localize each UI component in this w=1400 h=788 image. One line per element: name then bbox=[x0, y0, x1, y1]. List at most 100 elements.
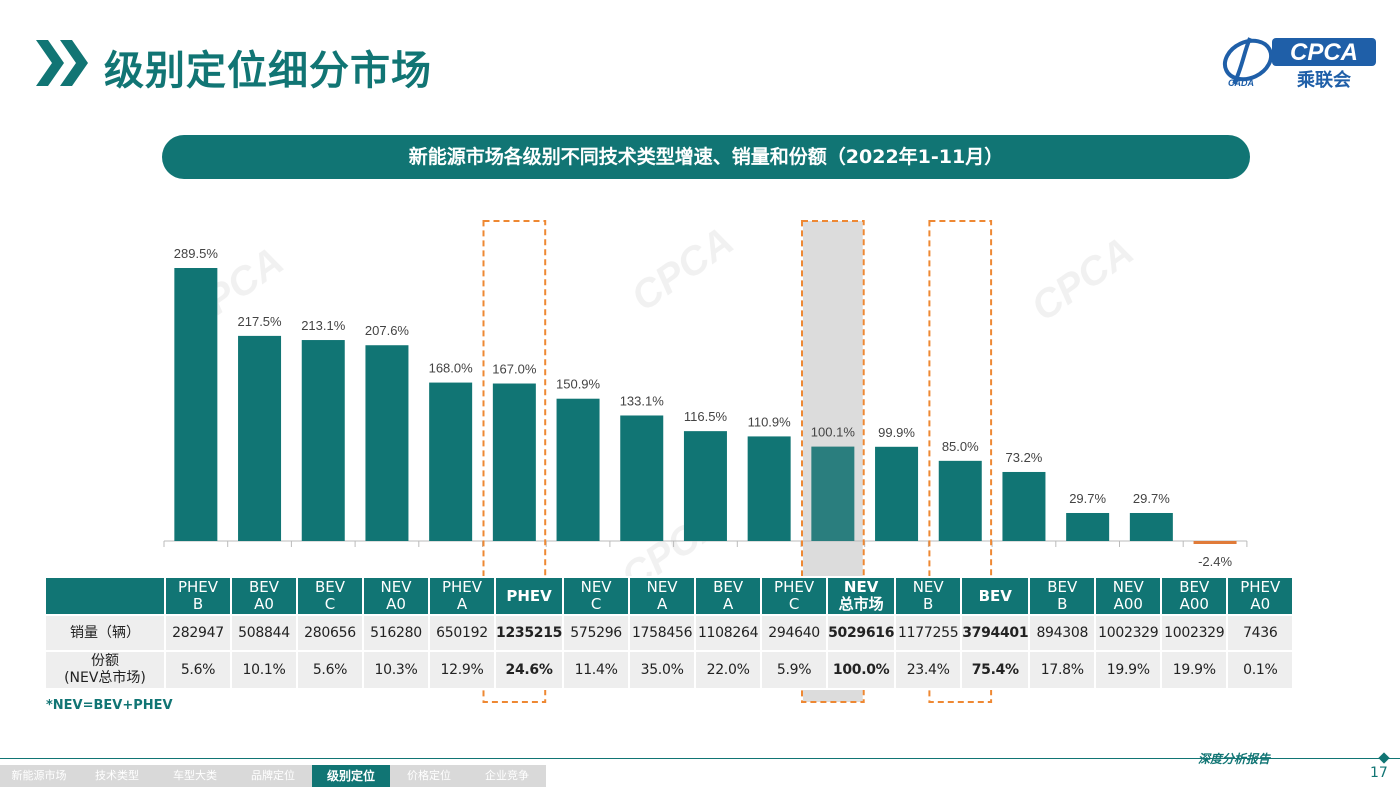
chevron-double-icon bbox=[36, 40, 88, 86]
table-header-cell: PHEV A0 bbox=[1226, 576, 1295, 616]
table-header-cell: BEV B bbox=[1028, 576, 1097, 616]
footer-nav-item[interactable]: 价格定位 bbox=[390, 765, 468, 787]
bar bbox=[365, 345, 409, 541]
bar bbox=[811, 446, 855, 541]
bar bbox=[1002, 471, 1046, 541]
sales-cell: 5029616 bbox=[826, 614, 897, 652]
bar bbox=[238, 335, 282, 541]
bar-value-label: 133.1% bbox=[620, 393, 665, 408]
bar bbox=[301, 340, 345, 541]
bar-value-label: 150.9% bbox=[556, 377, 601, 392]
bar bbox=[875, 446, 919, 541]
header-line2: B bbox=[1057, 595, 1068, 613]
sales-cell: 282947 bbox=[164, 614, 232, 652]
table-header-cell: BEV bbox=[960, 576, 1031, 616]
bar bbox=[492, 383, 536, 541]
sales-cell: 1758456 bbox=[628, 614, 697, 652]
footer-divider bbox=[0, 758, 1400, 759]
highlight-dashed-box bbox=[482, 220, 547, 703]
bar-value-label: 73.2% bbox=[1006, 450, 1043, 465]
data-table: PHEV B BEV A0 BEV C NEV A0 PHEV A PHEV NEV C NEV A BEV A… bbox=[44, 576, 1295, 690]
bar bbox=[1066, 512, 1110, 541]
share-row-label: 份额 (NEV总市场) bbox=[44, 650, 166, 690]
table-header-cell: NEV B bbox=[894, 576, 963, 616]
sales-cell: 894308 bbox=[1028, 614, 1097, 652]
header-line1: PHEV bbox=[506, 586, 552, 605]
sales-cell: 650192 bbox=[428, 614, 496, 652]
bar-value-label: 29.7% bbox=[1069, 491, 1106, 506]
footer-nav-item[interactable]: 品牌定位 bbox=[234, 765, 312, 787]
bar-value-label: 110.9% bbox=[748, 414, 792, 429]
header-line2: A0 bbox=[254, 595, 274, 613]
share-cell: 24.6% bbox=[493, 650, 565, 690]
bar-value-label: 207.6% bbox=[365, 323, 410, 338]
header-line2: A00 bbox=[1179, 595, 1209, 613]
page-number: 17 bbox=[1370, 765, 1388, 781]
share-cell: 22.0% bbox=[694, 650, 763, 690]
logo-subtext: 乘联会 bbox=[1296, 69, 1351, 90]
table-header-cell: NEV C bbox=[562, 576, 631, 616]
bar bbox=[938, 460, 982, 541]
footer-nav-item[interactable]: 车型大类 bbox=[156, 765, 234, 787]
bar bbox=[174, 268, 218, 541]
footer-caption: 深度分析报告 bbox=[1198, 752, 1271, 766]
bar bbox=[620, 415, 664, 541]
header-line2: A00 bbox=[1113, 595, 1143, 613]
bar bbox=[556, 398, 600, 541]
share-label-line1: 份额 bbox=[91, 653, 119, 669]
header-line2: C bbox=[590, 595, 602, 613]
share-cell: 75.4% bbox=[960, 650, 1031, 690]
share-cell: 10.1% bbox=[230, 650, 298, 690]
header-line1: BEV bbox=[314, 578, 346, 596]
table-header-cell: BEV A0 bbox=[230, 576, 298, 616]
sales-cell: 1108264 bbox=[694, 614, 763, 652]
header-line1: NEV bbox=[912, 578, 944, 596]
bar-value-label: 167.0% bbox=[492, 362, 537, 377]
header-line1: BEV bbox=[713, 578, 744, 596]
bar bbox=[1193, 541, 1237, 544]
bar-value-label: -2.4% bbox=[1198, 554, 1232, 569]
header-line1: NEV bbox=[1112, 578, 1144, 596]
footer-nav-item[interactable]: 技术类型 bbox=[78, 765, 156, 787]
sales-cell: 1177255 bbox=[894, 614, 963, 652]
share-cell: 17.8% bbox=[1028, 650, 1097, 690]
header-line1: PHEV bbox=[177, 578, 219, 596]
share-cell: 23.4% bbox=[894, 650, 963, 690]
header-line2: A bbox=[722, 595, 734, 613]
share-cell: 5.9% bbox=[760, 650, 829, 690]
share-cell: 11.4% bbox=[562, 650, 631, 690]
header-line2: A0 bbox=[1250, 595, 1271, 613]
header-line2: B bbox=[923, 595, 934, 613]
highlight-dashed-box bbox=[801, 220, 865, 703]
share-cell: 19.9% bbox=[1094, 650, 1163, 690]
header-line1: BEV bbox=[1047, 578, 1078, 596]
chart-title-banner: 新能源市场各级别不同技术类型增速、销量和份额（2022年1-11月） bbox=[162, 135, 1250, 179]
table-header-cell: BEV A bbox=[694, 576, 763, 616]
footer-nav-item[interactable]: 级别定位 bbox=[312, 765, 390, 787]
bar-value-label: 29.7% bbox=[1133, 491, 1170, 506]
table-header-cell: NEV A bbox=[628, 576, 697, 616]
footer-nav-item[interactable]: 企业竞争 bbox=[468, 765, 546, 787]
bar bbox=[429, 382, 473, 541]
table-header-cell: NEV A00 bbox=[1094, 576, 1163, 616]
footnote: *NEV=BEV+PHEV bbox=[46, 698, 173, 713]
header-line1: BEV bbox=[978, 586, 1012, 605]
sales-cell: 1002329 bbox=[1160, 614, 1229, 652]
sales-cell: 1235215 bbox=[493, 614, 565, 652]
header-line2: C bbox=[788, 595, 800, 613]
watermark-text: CPCA bbox=[1024, 229, 1142, 330]
sales-cell: 3794401 bbox=[960, 614, 1031, 652]
sales-cell: 294640 bbox=[760, 614, 829, 652]
table-header-cell: PHEV bbox=[493, 576, 565, 616]
footer-nav-item[interactable]: 新能源市场 bbox=[0, 765, 78, 787]
share-cell: 100.0% bbox=[826, 650, 897, 690]
bar-value-label: 289.5% bbox=[174, 246, 219, 261]
bar-value-label: 116.5% bbox=[684, 409, 728, 424]
table-header-cell: NEV 总市场 bbox=[826, 576, 897, 616]
bar-value-label: 213.1% bbox=[301, 318, 346, 333]
share-cell: 5.6% bbox=[296, 650, 364, 690]
sales-cell: 7436 bbox=[1226, 614, 1295, 652]
share-label-line2: (NEV总市场) bbox=[64, 670, 146, 686]
table-header-cell: BEV A00 bbox=[1160, 576, 1229, 616]
table-header-cell: NEV A0 bbox=[362, 576, 430, 616]
